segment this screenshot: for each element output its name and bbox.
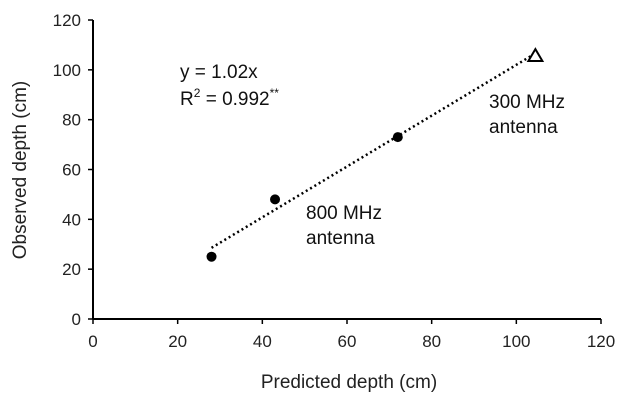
data-point-circle [270, 194, 281, 205]
y-tick-label: 40 [62, 210, 81, 229]
x-tick-label: 100 [502, 332, 530, 351]
label-300mhz-line1: 300 MHz [489, 92, 565, 113]
x-axis-ticks: 0 20 40 60 80 100 120 [88, 319, 615, 351]
r-squared-prefix: R [180, 89, 194, 110]
label-300mhz-line2: antenna [489, 117, 558, 138]
axes [92, 20, 601, 320]
r-squared-label: R2 = 0.992** [180, 86, 279, 110]
y-tick-label: 20 [62, 260, 81, 279]
y-tick-label: 80 [62, 111, 81, 130]
x-tick-label: 20 [168, 332, 187, 351]
x-tick-label: 40 [253, 332, 272, 351]
label-800mhz-line2: antenna [306, 228, 375, 249]
data-point-triangle [526, 47, 545, 63]
y-tick-label: 120 [53, 11, 81, 30]
y-axis-title: Observed depth (cm) [10, 81, 31, 259]
r-squared-value: = 0.992 [200, 89, 269, 110]
significance-stars: ** [270, 86, 280, 100]
y-tick-label: 0 [72, 310, 81, 329]
data-point-circle [392, 132, 403, 143]
y-tick-label: 60 [62, 161, 81, 180]
x-tick-label: 0 [88, 332, 97, 351]
data-point-circle [206, 251, 217, 262]
data-points [206, 47, 545, 262]
label-800mhz-line1: 800 MHz [306, 203, 382, 224]
x-axis-title: Predicted depth (cm) [261, 372, 437, 393]
x-tick-label: 120 [587, 332, 615, 351]
x-tick-label: 80 [422, 332, 441, 351]
y-axis-ticks: 0 20 40 60 80 100 120 [53, 11, 93, 329]
equation-label: y = 1.02x [180, 62, 258, 83]
y-tick-label: 100 [53, 61, 81, 80]
x-tick-label: 60 [338, 332, 357, 351]
r-squared-superscript: 2 [194, 86, 201, 100]
